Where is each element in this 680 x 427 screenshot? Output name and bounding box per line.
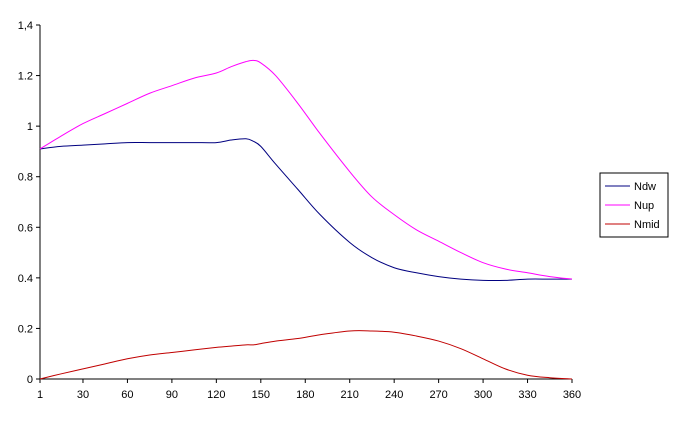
y-tick-label: 0.2 <box>18 323 33 335</box>
x-tick-label: 90 <box>166 389 178 401</box>
series-line-ndw <box>39 138 572 282</box>
legend-label-nmid: Nmid <box>634 219 660 231</box>
x-tick-label: 120 <box>207 389 225 401</box>
x-tick-label: 270 <box>429 389 447 401</box>
y-tick-label: 1.2 <box>18 71 33 83</box>
axes: 0 0.2 0.4 0.6 0.8 1 1.2 1,4 1 30 60 90 120 150 180 210 2… <box>18 20 581 401</box>
x-tick-label: 330 <box>518 389 536 401</box>
x-tick-label: 360 <box>563 389 581 401</box>
y-tick-label: 1,4 <box>18 20 33 32</box>
y-tick-label: 0.6 <box>18 222 33 234</box>
x-tick-label: 240 <box>385 389 403 401</box>
x-tick-label: 180 <box>296 389 314 401</box>
y-tick-label: 0.8 <box>18 172 33 184</box>
series-line-nmid <box>39 330 573 380</box>
y-tick-label: 0.4 <box>18 273 33 285</box>
x-tick-label: 300 <box>474 389 492 401</box>
series-lines <box>39 59 573 380</box>
x-tick-label: 150 <box>252 389 270 401</box>
y-tick-label: 0 <box>27 374 33 386</box>
x-tick-label: 30 <box>77 389 89 401</box>
legend: Ndw Nup Nmid <box>599 172 669 238</box>
x-tick-label: 60 <box>121 389 133 401</box>
x-tick-label: 1 <box>37 389 43 401</box>
y-tick-label: 1 <box>27 121 33 133</box>
legend-label-nup: Nup <box>634 200 654 212</box>
x-tick-label: 210 <box>341 389 359 401</box>
series-line-nup <box>39 59 573 280</box>
legend-label-ndw: Ndw <box>634 181 656 193</box>
